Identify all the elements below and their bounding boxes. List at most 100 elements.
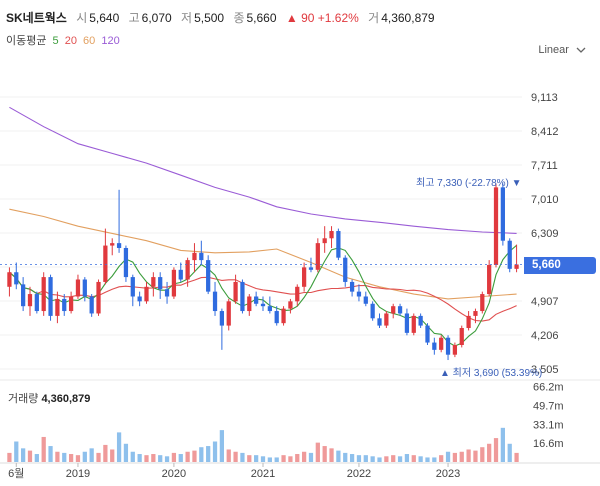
volume-bar [158, 455, 163, 462]
candle-body [34, 294, 39, 312]
volume-bar [370, 456, 375, 462]
volume-label: 거래량 4,360,879 [8, 390, 90, 406]
candle-body [267, 306, 272, 312]
ma-legend[interactable]: 이동평균 5 20 60 120 [6, 32, 120, 48]
volume-bar [514, 452, 519, 462]
candle-body [123, 247, 129, 278]
ma60-line [9, 208, 517, 300]
volume-bar [329, 448, 334, 462]
volume-bar [391, 455, 396, 462]
ma120-line [9, 106, 517, 234]
candle-body [281, 308, 286, 324]
volume-bar [68, 454, 74, 462]
volume-bar [452, 452, 458, 462]
high-note: 최고 7,330 (-22.78%) ▼ [416, 178, 522, 189]
candle-body [96, 281, 101, 314]
volume-bar [301, 451, 307, 462]
volume-bar [418, 456, 423, 462]
candle-body [199, 252, 204, 261]
candle-body [308, 267, 314, 270]
volume-bar [75, 455, 81, 462]
volume-bar [212, 441, 218, 462]
volume-bar [123, 443, 129, 462]
candle-body [288, 301, 293, 309]
volume-bar [14, 441, 19, 462]
candle-body [171, 269, 177, 297]
price-tick-label: 9,113 [531, 92, 558, 104]
volume-bar [164, 456, 170, 462]
candle-body [82, 279, 87, 297]
candle-body [14, 272, 19, 285]
candle-body [75, 279, 81, 297]
x-tick-label: 2023 [436, 468, 460, 480]
candle-body [55, 298, 60, 316]
candle-body [116, 243, 122, 248]
candle-body [295, 286, 300, 302]
candle-body [384, 313, 389, 326]
candle-body [493, 187, 499, 265]
candle-body [260, 303, 266, 307]
volume-bar [322, 446, 327, 462]
candle-body [178, 269, 183, 280]
volume-bar [295, 454, 300, 462]
volume-bar [171, 452, 177, 462]
volume-bar [315, 442, 320, 462]
quote-header: SK네트웍스 시 5,640 고 6,070 저 5,500 종 5,660 ▲ 90 … [6, 9, 441, 26]
scale-dropdown[interactable]: Linear [538, 44, 586, 56]
candle-body [315, 243, 320, 270]
volume-bar [507, 443, 512, 462]
price-tick-label: 3,505 [531, 364, 559, 376]
candle-body [7, 272, 12, 287]
ma-legend-title: 이동평균 [6, 35, 47, 47]
candle-body [445, 337, 451, 355]
volume-bar [206, 446, 211, 462]
x-tick-label: 2022 [347, 468, 371, 480]
volume-bar [411, 455, 416, 462]
change-value: ▲ 90 +1.62% [285, 11, 359, 25]
volume-bar [151, 454, 156, 462]
candle-body [103, 245, 108, 282]
volume-bar [260, 456, 266, 462]
volume-bar [199, 447, 204, 462]
volume-bar [432, 457, 437, 462]
candle-body [212, 291, 218, 312]
candle-body [411, 315, 416, 333]
candle-body [233, 281, 238, 302]
scale-dropdown-label: Linear [538, 44, 569, 56]
ma20-line [9, 271, 517, 322]
volume-tick-label: 33.1m [533, 419, 564, 431]
volume-bar [343, 452, 348, 462]
volume-bar [439, 455, 444, 462]
ma60-label: 60 [83, 35, 96, 47]
candle-body [206, 260, 211, 292]
candle-body [226, 301, 231, 326]
volume-bar [178, 454, 183, 462]
candle-body [41, 277, 46, 312]
volume-bar [480, 447, 485, 462]
candle-body [137, 296, 142, 302]
volume-label-text: 거래량 [8, 393, 39, 405]
candle-body [507, 240, 512, 269]
volume-bar [384, 456, 389, 462]
candle-body [158, 277, 163, 290]
candle-body [480, 294, 485, 312]
candle-body [391, 306, 396, 314]
volume-bar [41, 436, 46, 462]
stock-name: SK네트웍스 [6, 11, 67, 25]
x-tick-label: 2021 [251, 468, 275, 480]
volume-bar [240, 452, 245, 462]
candle-body [219, 311, 225, 326]
candle-body [301, 267, 307, 287]
candle-body [27, 294, 33, 307]
close-label: 종 [233, 11, 245, 25]
candle-body [500, 187, 505, 241]
open-label: 시 [76, 11, 88, 25]
volume-bar [27, 450, 33, 462]
volume-bar [137, 454, 142, 462]
low-value: 5,500 [194, 11, 225, 25]
candle-body [514, 264, 519, 269]
volume-bar [7, 452, 12, 462]
volume-bar [274, 457, 279, 462]
candle-body [254, 296, 259, 304]
